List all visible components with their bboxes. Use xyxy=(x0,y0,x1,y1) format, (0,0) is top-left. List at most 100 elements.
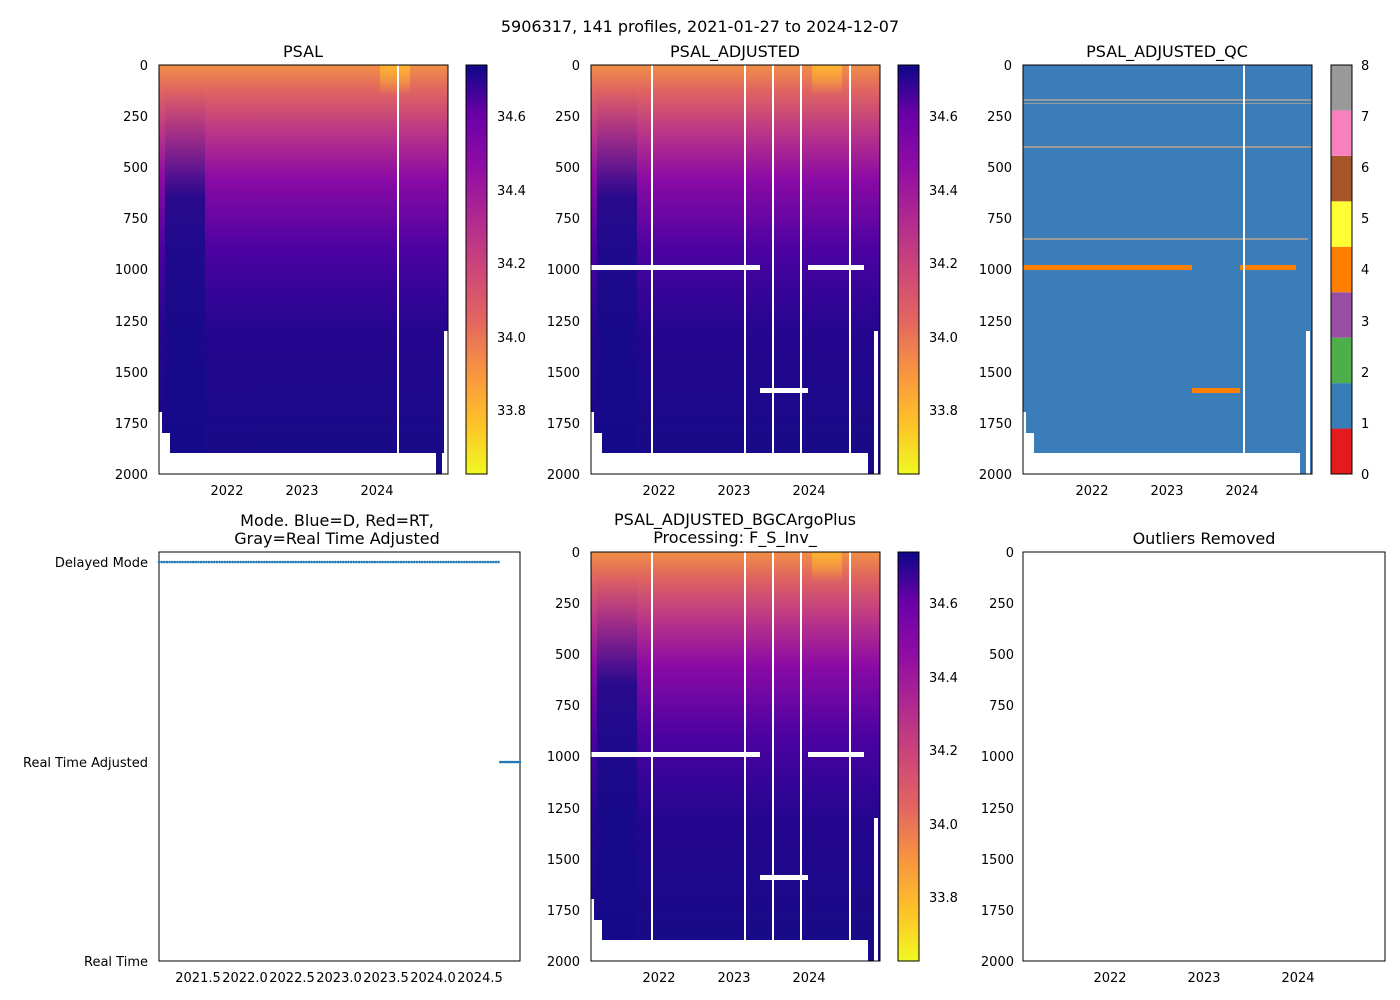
mode-point xyxy=(162,560,166,564)
panel-mode-frame xyxy=(158,551,521,962)
mode-point xyxy=(284,560,287,564)
mode-point xyxy=(518,760,522,764)
mode-point xyxy=(178,560,182,564)
mode-ytick-delayed: Delayed Mode xyxy=(55,556,148,571)
mode-point xyxy=(315,560,319,564)
mode-point xyxy=(184,560,187,564)
mode-point xyxy=(207,560,211,564)
outliers-ytick-1000: 1000 xyxy=(981,750,1014,765)
psal-adj-ytick-250: 250 xyxy=(555,110,580,125)
bgc-colorbar-ramp xyxy=(897,551,920,962)
mode-point xyxy=(481,560,485,564)
psal-ytick-1750: 1750 xyxy=(115,417,148,432)
panel-psal-adjusted-colorbar: 33.8 34.0 34.2 34.4 34.6 xyxy=(897,64,958,475)
qc-cbar-tick-1: 1 xyxy=(1361,417,1369,432)
mode-point xyxy=(360,560,363,564)
panel-qc-colorbar: 0 1 2 3 4 5 6 7 8 xyxy=(1330,59,1369,483)
psal-adj-colorbar-ramp xyxy=(897,64,920,475)
mode-point xyxy=(294,560,298,564)
outliers-ytick-250: 250 xyxy=(989,597,1014,612)
mode-point xyxy=(478,560,482,564)
qc-ytick-2000: 2000 xyxy=(979,468,1012,483)
qc-colorbar-frame xyxy=(1330,64,1353,475)
psal-ytick-250: 250 xyxy=(123,110,148,125)
mode-xtick-2023.0: 2023.0 xyxy=(316,971,362,986)
mode-xtick-2022.0: 2022.0 xyxy=(222,971,268,986)
mode-point xyxy=(249,560,253,564)
panel-outliers-frame xyxy=(1022,551,1386,962)
mode-point xyxy=(302,560,306,564)
psal-early-fresh-anomaly xyxy=(165,86,205,454)
mode-point xyxy=(186,560,190,564)
mode-point xyxy=(334,560,337,564)
psal-cbar-tick-34.4: 34.4 xyxy=(497,184,526,199)
mode-point xyxy=(286,560,290,564)
psal-cbar-tick-34.2: 34.2 xyxy=(497,257,526,272)
mode-point xyxy=(307,560,311,564)
mode-point xyxy=(328,560,332,564)
qc-colorbar-swatches xyxy=(1331,65,1352,474)
mode-point xyxy=(420,560,424,564)
mode-point xyxy=(460,560,463,564)
mode-point xyxy=(418,560,421,564)
mode-point xyxy=(220,560,224,564)
mode-point xyxy=(378,560,382,564)
mode-point xyxy=(410,560,413,564)
mode-point xyxy=(339,560,342,564)
psal-bottom-mask-4 xyxy=(442,453,444,474)
panel-mode-yticks: Delayed Mode Real Time Adjusted Real Tim… xyxy=(23,556,148,970)
mode-point xyxy=(405,560,408,564)
qc-ytick-1000: 1000 xyxy=(979,263,1012,278)
qc-bottom-mask-1 xyxy=(1023,412,1026,474)
psal-colorbar-ramp xyxy=(465,64,488,475)
mode-point xyxy=(357,560,361,564)
mode-point xyxy=(510,760,514,764)
mode-point xyxy=(394,560,398,564)
psal-field xyxy=(159,65,448,474)
panel-psal-title: PSAL xyxy=(283,42,323,61)
bgc-ytick-0: 0 xyxy=(572,546,580,561)
qc-cbar-tick-0: 0 xyxy=(1361,468,1369,483)
panel-psal-adjusted-yticks: 0 250 500 750 1000 1250 1500 1750 2000 xyxy=(547,59,580,483)
mode-point xyxy=(181,560,184,564)
panel-psal-adjusted-xticks: 2022 2023 2024 xyxy=(642,484,825,499)
mode-point xyxy=(257,560,261,564)
qc-flag8-line-2 xyxy=(1023,103,1312,104)
mode-point xyxy=(194,560,198,564)
psal-bottom-mask-3 xyxy=(170,453,436,474)
bgc-cbar-tick-34.2: 34.2 xyxy=(929,744,958,759)
mode-point xyxy=(476,560,479,564)
psal-adj-ytick-500: 500 xyxy=(555,161,580,176)
psal-ytick-500: 500 xyxy=(123,161,148,176)
mode-point xyxy=(373,560,377,564)
mode-point xyxy=(197,560,200,564)
outliers-ytick-1250: 1250 xyxy=(981,802,1014,817)
psal-adj-gap-5 xyxy=(849,65,851,453)
mode-point xyxy=(352,560,356,564)
qc-ytick-750: 750 xyxy=(987,212,1012,227)
qc-cbar-tick-5: 5 xyxy=(1361,212,1369,227)
mode-point xyxy=(516,760,520,764)
mode-point xyxy=(202,560,206,564)
mode-point xyxy=(447,560,450,564)
mode-point xyxy=(349,560,353,564)
bgc-ytick-1500: 1500 xyxy=(547,853,580,868)
psal-adj-ytick-1750: 1750 xyxy=(547,417,580,432)
mode-point xyxy=(407,560,411,564)
panel-bgc-xticks: 2022 2023 2024 xyxy=(642,971,825,986)
mode-point xyxy=(176,560,179,564)
bgc-missing-band-1 xyxy=(591,752,760,757)
qc-ytick-250: 250 xyxy=(987,110,1012,125)
mode-point xyxy=(501,760,504,764)
mode-point xyxy=(389,560,392,564)
mode-point xyxy=(449,560,453,564)
psal-adj-bottom-mask-1 xyxy=(591,412,594,474)
qc-ytick-1250: 1250 xyxy=(979,315,1012,330)
mode-point xyxy=(470,560,474,564)
qc-cbar-tick-7: 7 xyxy=(1361,110,1369,125)
psal-adj-ytick-1500: 1500 xyxy=(547,366,580,381)
psal-adj-gap-3 xyxy=(772,65,774,453)
mode-point xyxy=(473,560,477,564)
mode-xtick-2022.5: 2022.5 xyxy=(269,971,315,986)
